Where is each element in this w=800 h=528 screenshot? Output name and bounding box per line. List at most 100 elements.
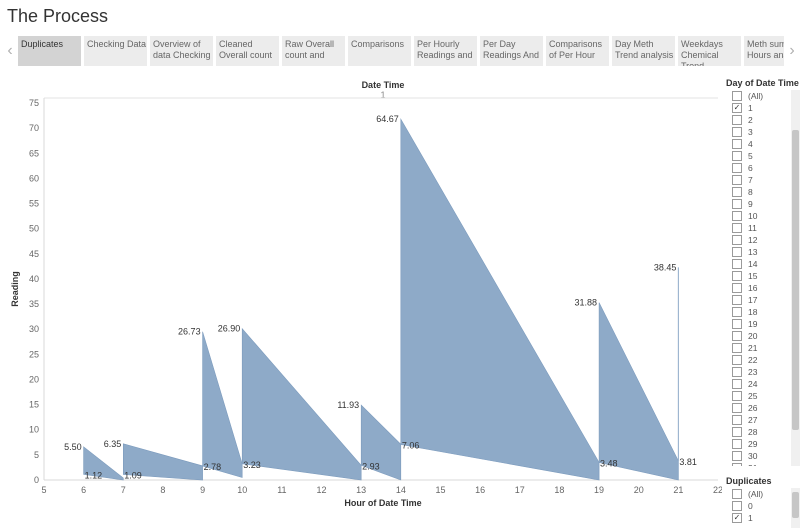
day-filter-item[interactable]: 21 xyxy=(726,342,800,354)
day-filter-item[interactable]: 29 xyxy=(726,438,800,450)
day-filter-item[interactable]: 7 xyxy=(726,174,800,186)
data-label-bottom: 7.06 xyxy=(402,441,420,451)
checkbox[interactable] xyxy=(732,463,742,466)
checkbox[interactable] xyxy=(732,295,742,305)
checkbox[interactable] xyxy=(732,331,742,341)
checkbox[interactable] xyxy=(732,403,742,413)
filter-item-label: 4 xyxy=(748,139,753,149)
x-tick-label: 22 xyxy=(713,485,722,495)
day-filter-item[interactable]: 2 xyxy=(726,114,800,126)
filter-item-label: 22 xyxy=(748,355,758,365)
checkbox[interactable] xyxy=(732,151,742,161)
checkbox[interactable] xyxy=(732,115,742,125)
day-filter-item[interactable]: 28 xyxy=(726,426,800,438)
checkbox[interactable] xyxy=(732,319,742,329)
day-filter-item[interactable]: 26 xyxy=(726,402,800,414)
day-filter-item[interactable]: 24 xyxy=(726,378,800,390)
checkbox[interactable] xyxy=(732,391,742,401)
tab-meth-sum-hours-ana[interactable]: Meth sum Hours ana xyxy=(744,36,784,66)
checkbox[interactable] xyxy=(732,127,742,137)
day-filter-item[interactable]: 17 xyxy=(726,294,800,306)
day-filter-item[interactable]: 18 xyxy=(726,306,800,318)
checkbox[interactable] xyxy=(732,415,742,425)
day-filter-item[interactable]: 27 xyxy=(726,414,800,426)
y-tick-label: 65 xyxy=(29,148,39,158)
x-tick-label: 9 xyxy=(200,485,205,495)
checkbox[interactable] xyxy=(732,139,742,149)
checkbox[interactable] xyxy=(732,355,742,365)
checkbox[interactable] xyxy=(732,367,742,377)
tab-weekdays-chemical-trend[interactable]: Weekdays Chemical Trend xyxy=(678,36,741,66)
checkbox[interactable]: ✓ xyxy=(732,103,742,113)
tab-duplicates[interactable]: Duplicates xyxy=(18,36,81,66)
duplicates-filter-list[interactable]: (All) 0 ✓ 1 xyxy=(726,488,800,528)
day-filter-item[interactable]: 15 xyxy=(726,270,800,282)
filter-item-label: 21 xyxy=(748,343,758,353)
day-filter-item[interactable]: 5 xyxy=(726,150,800,162)
tabs-prev-icon[interactable]: ‹ xyxy=(7,42,13,59)
checkbox[interactable] xyxy=(732,247,742,257)
day-filter-item[interactable]: 25 xyxy=(726,390,800,402)
day-filter-item[interactable]: 10 xyxy=(726,210,800,222)
duplicates-filter-scrollbar[interactable] xyxy=(791,488,800,528)
day-filter-item[interactable]: 19 xyxy=(726,318,800,330)
tab-cleaned-overall-count[interactable]: Cleaned Overall count xyxy=(216,36,279,66)
day-filter-item[interactable]: 9 xyxy=(726,198,800,210)
day-filter-item[interactable]: 8 xyxy=(726,186,800,198)
tabs-next-icon[interactable]: › xyxy=(789,42,795,59)
checkbox[interactable] xyxy=(732,175,742,185)
checkbox[interactable] xyxy=(732,163,742,173)
day-filter-item[interactable]: 22 xyxy=(726,354,800,366)
day-filter-item[interactable]: 30 xyxy=(726,450,800,462)
tab-checking-data[interactable]: Checking Data xyxy=(84,36,147,66)
day-filter-item[interactable]: (All) xyxy=(726,90,800,102)
day-filter-scrollbar[interactable] xyxy=(791,90,800,466)
checkbox[interactable] xyxy=(732,91,742,101)
day-filter-item[interactable]: 11 xyxy=(726,222,800,234)
scrollbar-thumb[interactable] xyxy=(792,492,799,518)
day-filter-item[interactable]: 6 xyxy=(726,162,800,174)
checkbox[interactable] xyxy=(732,427,742,437)
tab-comparisons-of-per-hour[interactable]: Comparisons of Per Hour xyxy=(546,36,609,66)
duplicates-filter-item[interactable]: (All) xyxy=(726,488,800,500)
x-tick-label: 19 xyxy=(594,485,604,495)
checkbox[interactable] xyxy=(732,187,742,197)
duplicates-filter-item[interactable]: ✓ 1 xyxy=(726,512,800,524)
day-filter-item[interactable]: 13 xyxy=(726,246,800,258)
day-filter-item[interactable]: 12 xyxy=(726,234,800,246)
tab-overview-of-data-checking[interactable]: Overview of data Checking xyxy=(150,36,213,66)
tab-per-day-readings-and[interactable]: Per Day Readings And xyxy=(480,36,543,66)
checkbox[interactable] xyxy=(732,259,742,269)
day-filter-item[interactable]: 4 xyxy=(726,138,800,150)
checkbox[interactable] xyxy=(732,235,742,245)
duplicates-filter-item[interactable]: 0 xyxy=(726,500,800,512)
day-filter-item[interactable]: 14 xyxy=(726,258,800,270)
checkbox[interactable] xyxy=(732,379,742,389)
checkbox[interactable] xyxy=(732,501,742,511)
checkbox[interactable] xyxy=(732,489,742,499)
checkbox[interactable] xyxy=(732,199,742,209)
checkbox[interactable] xyxy=(732,343,742,353)
day-filter-list[interactable]: (All) ✓ 1 2 3 4 5 6 7 8 9 10 11 12 13 14 15 16 17 18 19 20 21 2… xyxy=(726,90,800,466)
filter-item-label: 12 xyxy=(748,235,758,245)
tab-comparisons[interactable]: Comparisons xyxy=(348,36,411,66)
tab-raw-overall-count-and[interactable]: Raw Overall count and xyxy=(282,36,345,66)
day-filter-item[interactable]: 20 xyxy=(726,330,800,342)
checkbox[interactable] xyxy=(732,271,742,281)
day-filter-item[interactable]: 3 xyxy=(726,126,800,138)
checkbox[interactable]: ✓ xyxy=(732,513,742,523)
scrollbar-thumb[interactable] xyxy=(792,130,799,430)
checkbox[interactable] xyxy=(732,283,742,293)
checkbox[interactable] xyxy=(732,223,742,233)
tab-per-hourly-readings-and[interactable]: Per Hourly Readings and xyxy=(414,36,477,66)
day-filter-item[interactable]: 16 xyxy=(726,282,800,294)
day-filter-item[interactable]: 23 xyxy=(726,366,800,378)
day-filter-item[interactable]: 31 xyxy=(726,462,800,466)
checkbox[interactable] xyxy=(732,451,742,461)
tab-day-meth-trend-analysis[interactable]: Day Meth Trend analysis xyxy=(612,36,675,66)
y-axis-title: Reading xyxy=(10,271,20,307)
checkbox[interactable] xyxy=(732,307,742,317)
day-filter-item[interactable]: ✓ 1 xyxy=(726,102,800,114)
checkbox[interactable] xyxy=(732,211,742,221)
checkbox[interactable] xyxy=(732,439,742,449)
